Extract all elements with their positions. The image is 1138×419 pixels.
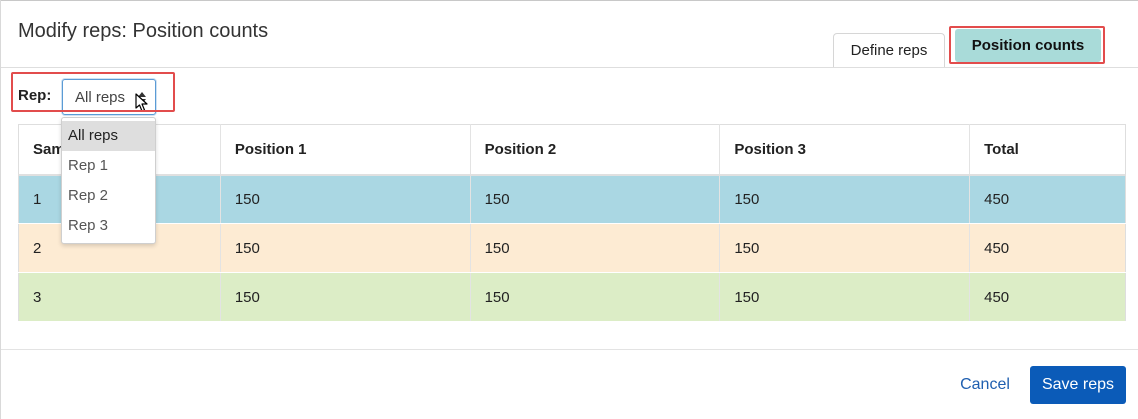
header-divider — [1, 67, 1138, 68]
dialog-top-border — [1, 0, 1138, 1]
tab-position-counts[interactable]: Position counts — [955, 29, 1101, 62]
dropdown-option-rep-2[interactable]: Rep 2 — [68, 187, 109, 204]
table-row: 2 150 150 150 450 — [18, 223, 1126, 273]
dropdown-option-rep-3[interactable]: Rep 3 — [68, 217, 109, 234]
cell-position-2[interactable]: 150 — [470, 174, 721, 224]
save-reps-button[interactable]: Save reps — [1030, 366, 1126, 404]
cell-position-3[interactable]: 150 — [719, 223, 971, 273]
cancel-button[interactable]: Cancel — [960, 376, 1010, 393]
dropdown-option-rep-1[interactable]: Rep 1 — [68, 157, 109, 174]
cell-position-3[interactable]: 150 — [719, 272, 971, 322]
rep-highlight-box — [11, 72, 175, 112]
dialog-title: Modify reps: Position counts — [18, 20, 269, 42]
cell-position-1[interactable]: 150 — [220, 174, 471, 224]
cell-sample: 3 — [18, 272, 221, 322]
cell-position-2[interactable]: 150 — [470, 223, 721, 273]
dropdown-option-all-reps[interactable]: All reps — [62, 121, 155, 151]
column-header-position-3[interactable]: Position 3 — [719, 124, 971, 176]
cell-position-3[interactable]: 150 — [719, 174, 971, 224]
cell-position-1[interactable]: 150 — [220, 272, 471, 322]
column-header-total[interactable]: Total — [969, 124, 1126, 176]
cell-total: 450 — [969, 174, 1126, 224]
cell-total: 450 — [969, 223, 1126, 273]
cell-position-1[interactable]: 150 — [220, 223, 471, 273]
footer-divider — [1, 349, 1138, 350]
rep-dropdown-menu: All reps Rep 1 Rep 2 Rep 3 — [61, 117, 156, 244]
column-header-position-2[interactable]: Position 2 — [470, 124, 721, 176]
tab-highlight-box — [949, 26, 1105, 64]
tab-define-reps[interactable]: Define reps — [833, 33, 945, 68]
position-counts-table: Sample Position 1 Position 2 Position 3 … — [18, 124, 1126, 322]
cell-total: 450 — [969, 272, 1126, 322]
cell-position-2[interactable]: 150 — [470, 272, 721, 322]
column-header-position-1[interactable]: Position 1 — [220, 124, 471, 176]
rep-label: Rep: — [18, 87, 52, 104]
table-header-row: Sample Position 1 Position 2 Position 3 … — [18, 124, 1126, 176]
rep-select-value: All reps — [75, 88, 126, 106]
table-row: 1 150 150 150 450 — [18, 174, 1126, 224]
table-row: 3 150 150 150 450 — [18, 272, 1126, 322]
